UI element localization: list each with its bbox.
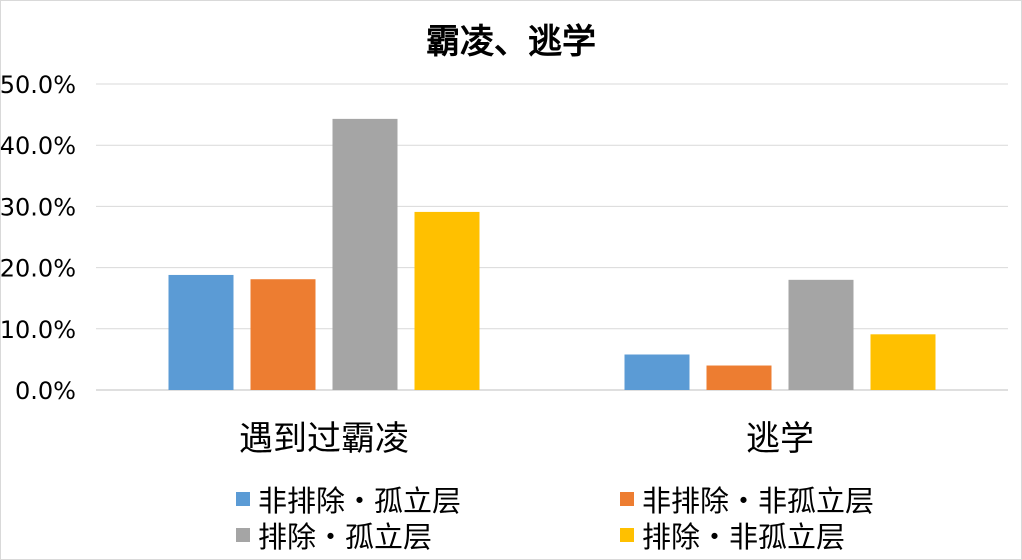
x-tick-label: 逃学 [746, 419, 814, 459]
legend-label: 非排除・孤立层 [258, 484, 462, 518]
bar [706, 365, 772, 390]
x-tick-label: 遇到过霸凌 [239, 419, 409, 459]
y-tick-label: 10.0% [0, 316, 76, 344]
legend-label: 排除・非孤立层 [642, 520, 846, 554]
y-tick-label: 20.0% [0, 255, 76, 283]
legend-item-2: 排除・孤立层 [236, 518, 432, 554]
legend-item-1: 非排除・非孤立层 [620, 482, 874, 518]
legend: 非排除・孤立层 非排除・非孤立层 排除・孤立层 排除・非孤立层 [0, 478, 1022, 558]
legend-swatch [236, 528, 250, 542]
bar [168, 274, 234, 390]
bar [414, 211, 480, 390]
bar [332, 118, 398, 390]
bar [250, 279, 316, 390]
y-tick-label: 0.0% [15, 377, 76, 405]
legend-label: 非排除・非孤立层 [642, 484, 875, 518]
y-tick-label: 50.0% [0, 71, 76, 99]
legend-label: 排除・孤立层 [258, 520, 433, 554]
legend-swatch [620, 492, 634, 506]
bar [624, 354, 690, 390]
y-tick-label: 40.0% [0, 132, 76, 160]
bar [870, 334, 936, 390]
y-tick-label: 30.0% [0, 193, 76, 221]
legend-item-3: 排除・非孤立层 [620, 518, 845, 554]
legend-swatch [236, 492, 250, 506]
chart-title: 霸凌、逃学 [426, 22, 596, 62]
legend-swatch [620, 528, 634, 542]
bar-chart: 0.0% 10.0% 20.0% 30.0% 40.0% 50.0% 遇到过霸凌 逃学 [0, 71, 1008, 459]
bar [788, 279, 854, 390]
legend-item-0: 非排除・孤立层 [236, 482, 461, 518]
